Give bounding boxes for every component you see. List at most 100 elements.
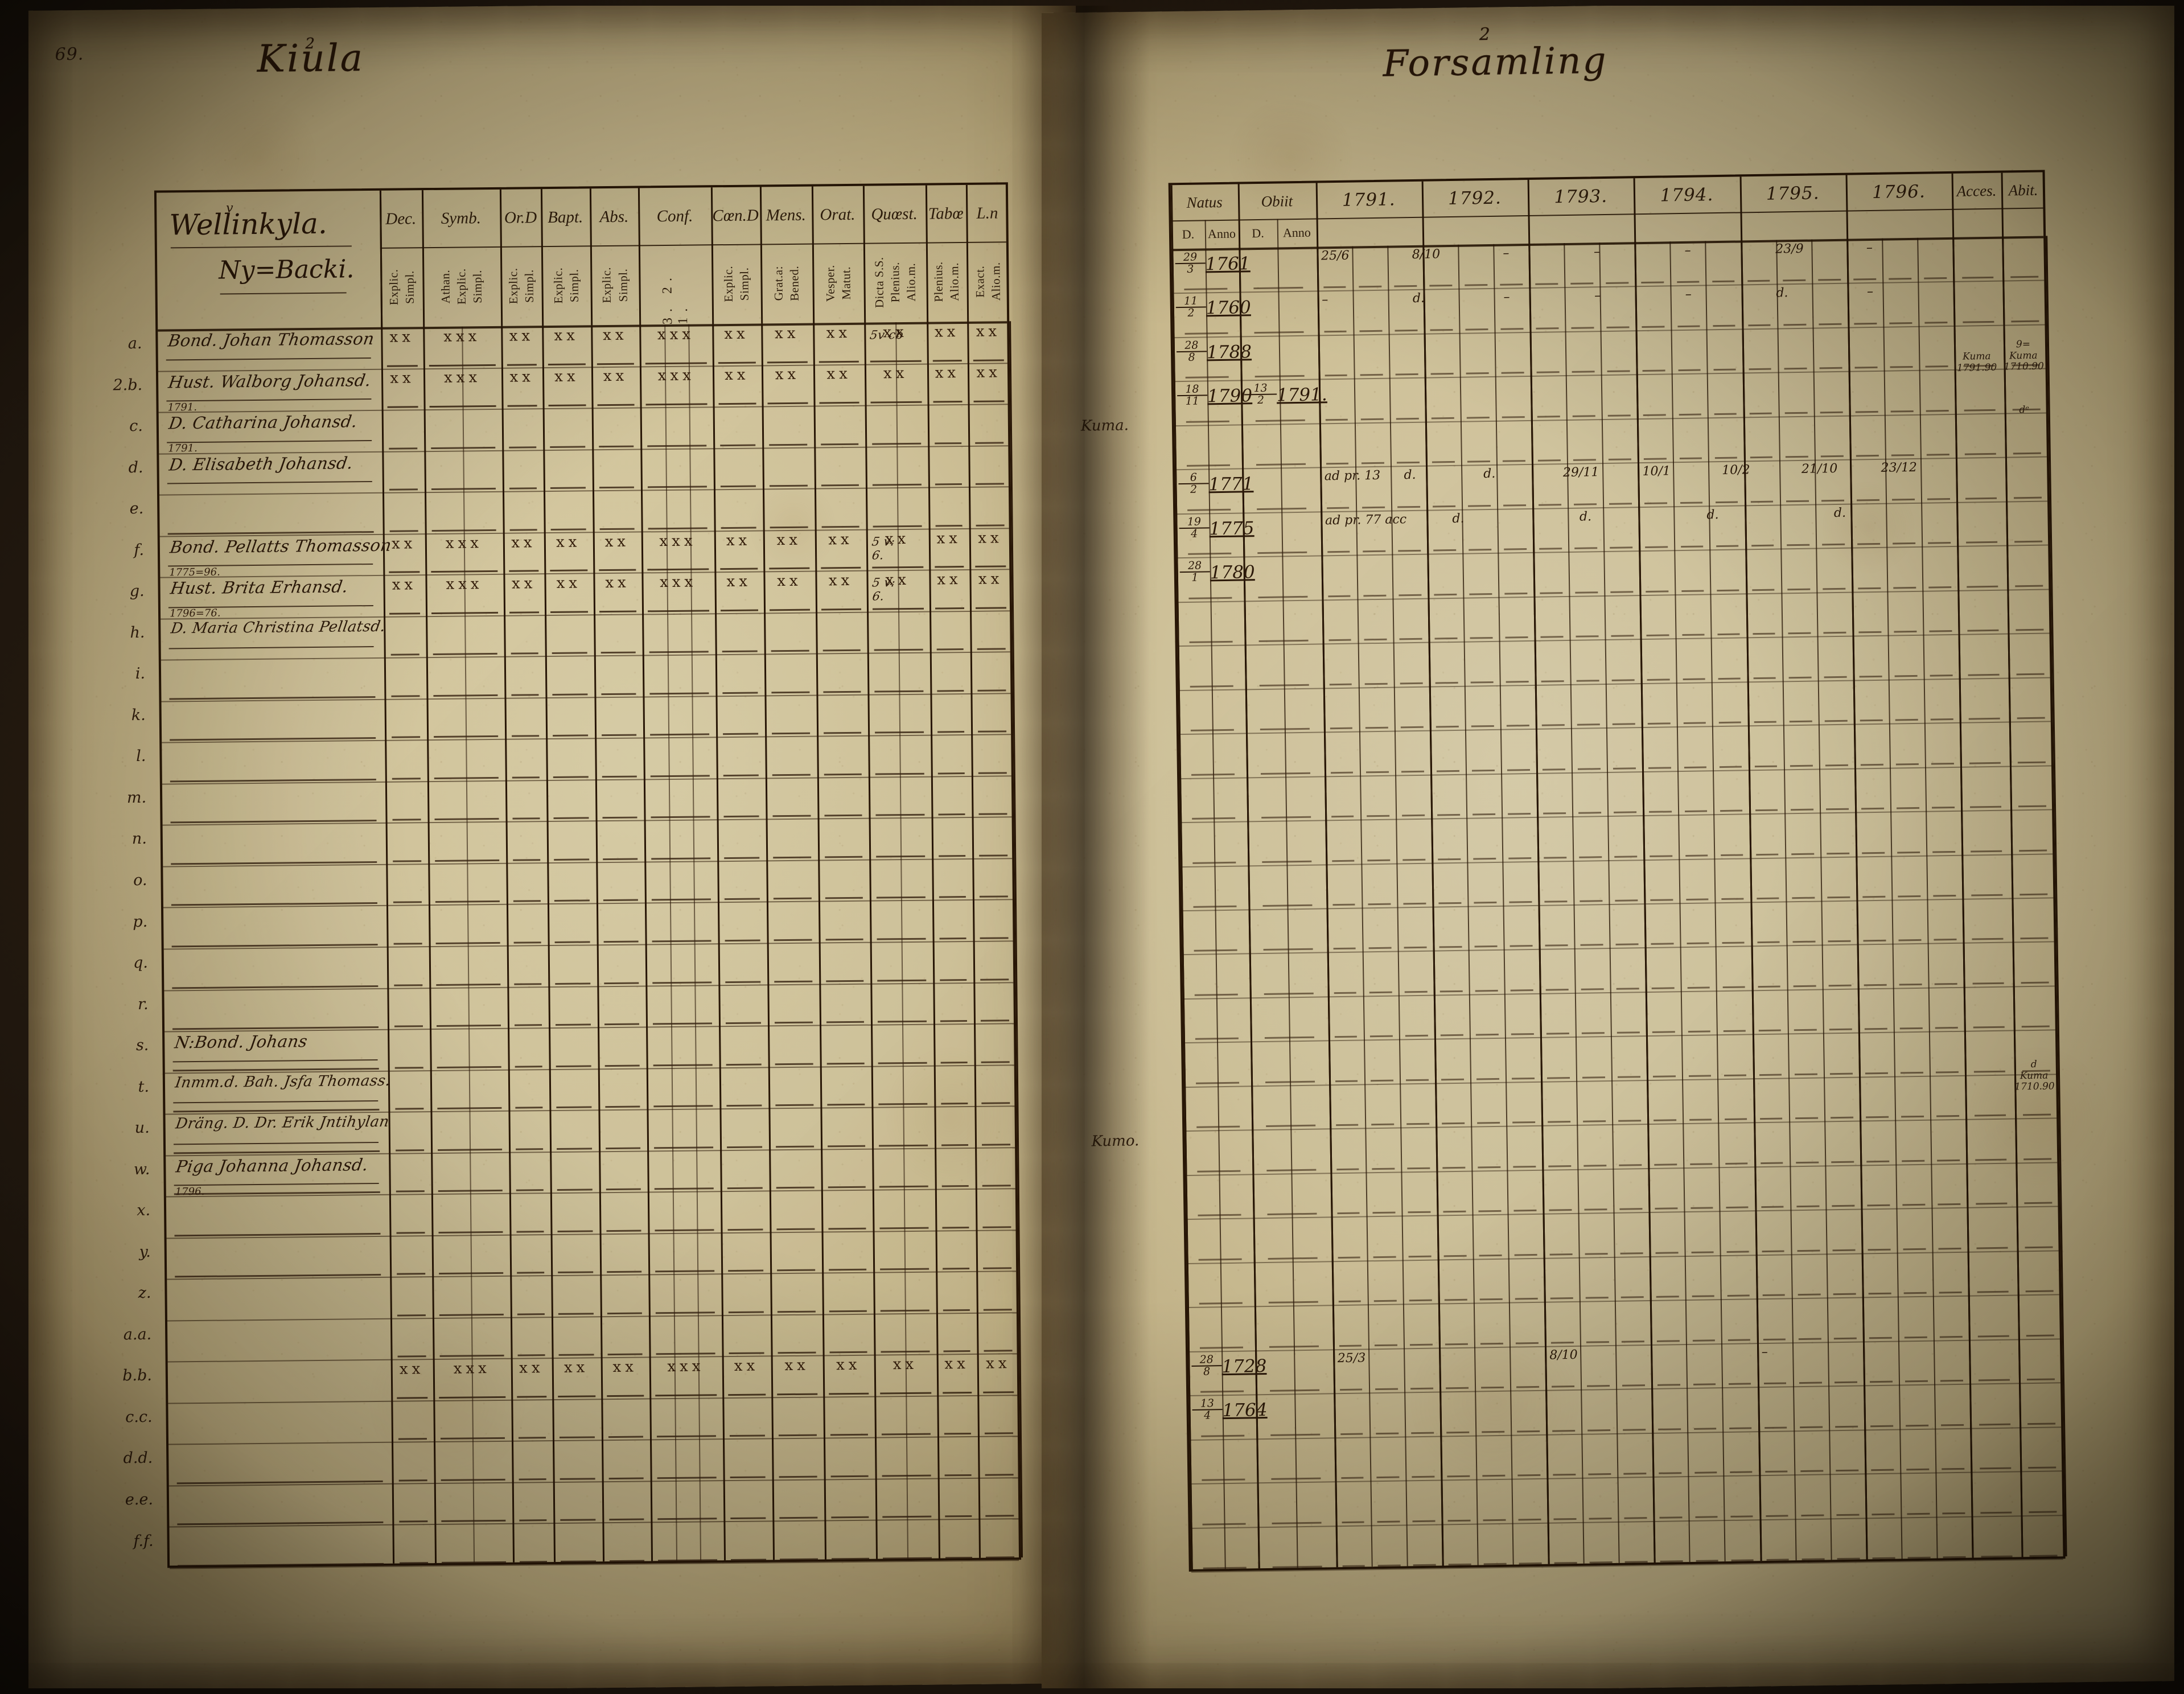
empty-cell-rule <box>393 901 422 904</box>
right-empty-cell-rule <box>1786 544 1809 546</box>
right-empty-cell-rule <box>1925 365 1948 368</box>
empty-cell-rule <box>390 653 419 656</box>
right-empty-cell-rule <box>1610 546 1633 549</box>
right-empty-cell-rule <box>1400 682 1423 685</box>
right-empty-cell-rule <box>1714 413 1737 416</box>
right-empty-cell-rule <box>1823 631 1846 634</box>
empty-cell-rule <box>433 694 498 697</box>
right-empty-cell-rule <box>1432 461 1455 463</box>
empty-cell-rule <box>437 1148 503 1151</box>
empty-cell-rule <box>512 776 540 779</box>
right-empty-cell-rule <box>1326 463 1349 465</box>
tally-underline <box>647 568 709 571</box>
right-empty-cell-rule <box>1396 417 1419 420</box>
empty-cell-rule <box>825 856 863 858</box>
subheader-text: Explic. <box>386 269 401 306</box>
right-empty-cell-rule <box>1272 1565 1322 1568</box>
right-empty-cell-rule <box>1687 986 1710 989</box>
right-empty-cell-rule <box>1836 1469 1858 1472</box>
right-empty-cell-rule <box>1199 1302 1243 1305</box>
attendance-tally: xx <box>726 573 752 591</box>
right-empty-cell-rule <box>1193 905 1237 908</box>
right-empty-cell-rule <box>1201 1434 1244 1437</box>
right-empty-cell-rule <box>1610 591 1634 593</box>
attendance-tally: xx <box>603 368 628 385</box>
right-subheader: D. <box>1182 227 1195 241</box>
right-empty-cell-rule <box>1963 320 1994 323</box>
right-empty-cell-rule <box>1368 903 1391 906</box>
natus-year: 1761 <box>1205 253 1251 275</box>
right-body-subdivider <box>1277 247 1298 1568</box>
empty-cell-rule <box>879 1185 928 1188</box>
right-empty-cell-rule <box>1760 1162 1783 1164</box>
empty-cell-rule <box>725 1022 761 1025</box>
right-empty-cell-rule <box>1514 1253 1537 1256</box>
right-empty-cell-rule <box>1399 638 1422 640</box>
right-empty-cell-rule <box>1431 417 1454 420</box>
right-body-subdivider <box>1387 245 1408 1566</box>
tally-underline <box>597 404 635 406</box>
attendance-tally: xxx <box>667 1358 705 1376</box>
attendance-tally: xx <box>836 1356 861 1374</box>
empty-cell-rule <box>779 1475 817 1478</box>
right-empty-cell-rule <box>1718 677 1741 680</box>
empty-cell-rule <box>653 1063 713 1066</box>
margin-note: Kuma. <box>1080 417 1129 435</box>
right-empty-cell-rule <box>1259 684 1309 686</box>
right-empty-cell-rule <box>1337 1212 1360 1215</box>
empty-cell-rule <box>604 1064 640 1067</box>
attendance-mark: ad pr. 13 <box>1324 468 1381 484</box>
right-empty-cell-rule <box>1974 1115 2006 1117</box>
right-empty-cell-rule <box>2029 1510 2057 1513</box>
right-empty-cell-rule <box>1641 281 1664 284</box>
right-empty-cell-rule <box>1719 766 1742 768</box>
right-empty-cell-rule <box>1519 1562 1542 1565</box>
right-empty-cell-rule <box>1408 1255 1432 1257</box>
right-empty-cell-rule <box>2011 320 2039 323</box>
right-empty-cell-rule <box>1469 593 1492 595</box>
right-empty-cell-rule <box>1869 1337 1892 1339</box>
tally-underline <box>517 1395 547 1398</box>
right-empty-cell-rule <box>1396 462 1420 464</box>
right-empty-cell-rule <box>1500 328 1524 330</box>
column-subheader: Vesper. Matut. <box>812 243 864 323</box>
right-empty-cell-rule <box>1397 505 1420 508</box>
right-empty-cell-rule <box>1727 1294 1750 1297</box>
empty-cell-rule <box>519 1519 547 1522</box>
right-empty-cell-rule <box>1759 1117 1783 1120</box>
attendance-tally: xx <box>511 533 536 552</box>
right-empty-cell-rule <box>1718 721 1742 724</box>
empty-cell-rule <box>722 692 758 694</box>
right-empty-cell-rule <box>1692 1339 1716 1342</box>
empty-cell-rule <box>880 1268 929 1270</box>
right-empty-cell-rule <box>1657 1384 1681 1386</box>
right-empty-cell-rule <box>1832 1249 1856 1251</box>
empty-cell-rule <box>774 1021 813 1024</box>
empty-cell-rule <box>433 653 497 656</box>
attendance-tally: xx <box>734 1357 759 1375</box>
empty-cell-rule <box>824 815 862 817</box>
right-empty-cell-rule <box>1582 1076 1606 1079</box>
empty-cell-rule <box>821 484 859 487</box>
empty-cell-rule <box>943 1350 970 1352</box>
empty-cell-rule <box>941 1226 969 1229</box>
right-empty-cell-rule <box>2015 585 2043 587</box>
column-subheader: Explic. Simpl. <box>541 245 591 326</box>
tally-underline <box>429 405 496 408</box>
right-empty-cell-rule <box>1932 850 1956 853</box>
empty-cell-rule <box>556 1064 591 1067</box>
attendance-mark: d. <box>1579 509 1592 524</box>
right-empty-cell-rule <box>1835 1425 1858 1428</box>
empty-cell-rule <box>653 1105 713 1108</box>
attendance-tally: xx <box>775 366 800 384</box>
quaest-note: 6. <box>871 548 885 562</box>
right-empty-cell-rule <box>1652 1031 1676 1034</box>
right-empty-cell-rule <box>1890 410 1914 413</box>
row-letter: d. <box>128 458 143 476</box>
right-empty-cell-rule <box>1478 1210 1502 1212</box>
empty-cell-rule <box>882 1474 931 1477</box>
empty-cell-rule <box>607 1353 643 1356</box>
right-empty-cell-rule <box>1198 1258 1242 1261</box>
right-register-table: Natus D. Anno Obiit D. Anno 1791. 1792. 1793. 179… <box>1168 170 2067 1573</box>
